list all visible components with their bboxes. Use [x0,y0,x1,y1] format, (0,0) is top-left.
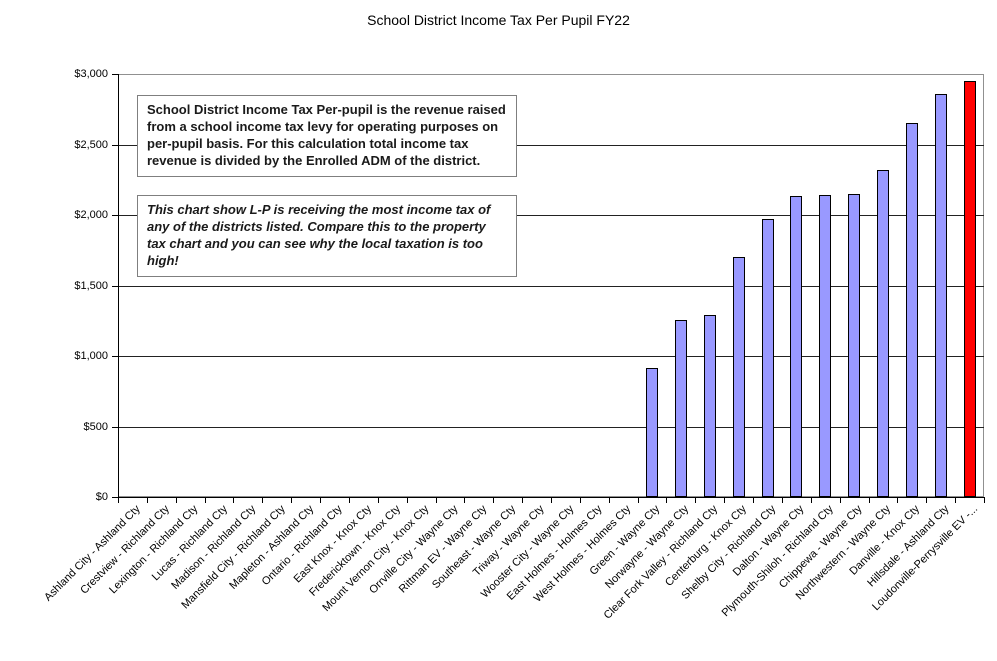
gridline [118,144,984,146]
y-tick [112,356,118,357]
x-tick [464,497,466,503]
y-axis-label: $500 [83,420,108,433]
y-tick [112,215,118,216]
x-tick [435,497,437,503]
annotation-box-definition: School District Income Tax Per-pupil is … [137,95,517,177]
x-tick [348,497,350,503]
x-tick [666,497,668,503]
x-tick [724,497,726,503]
y-axis-label: $3,000 [74,68,108,80]
bar [819,195,832,497]
x-tick [118,497,119,503]
x-tick [291,497,293,503]
annotation-box-commentary: This chart show L-P is receiving the mos… [137,195,517,277]
bar [732,257,745,497]
x-tick [926,497,928,503]
x-tick [406,497,408,503]
bar [934,94,947,497]
x-tick [146,497,148,503]
x-tick [233,497,235,503]
gridline [118,426,984,428]
bar [876,169,889,497]
x-tick [522,497,524,503]
x-tick [984,497,985,503]
bar [848,193,861,497]
y-axis-label: $0 [95,491,108,503]
x-tick [377,497,379,503]
x-tick [955,497,957,503]
x-tick [781,497,783,503]
y-tick [112,426,118,428]
x-tick [608,497,610,503]
x-tick [839,497,841,503]
x-tick [637,497,639,503]
x-tick [320,497,322,503]
bar [761,219,774,497]
y-axis-label: $1,500 [74,279,108,292]
x-tick [695,497,697,503]
bar [703,315,716,497]
chart-title: School District Income Tax Per Pupil FY2… [367,12,630,28]
gridline [118,285,984,287]
y-tick [112,497,118,498]
x-tick [579,497,581,503]
gridline [118,215,984,216]
x-tick [753,497,755,503]
y-tick [112,144,118,146]
bar [646,367,659,497]
x-tick [810,497,812,503]
y-axis-line [118,74,119,498]
x-tick [204,497,206,503]
y-axis-label: $2,000 [74,209,108,221]
bar [674,320,687,497]
y-axis-label: $2,500 [74,138,108,151]
x-tick [551,497,552,503]
x-tick [262,497,264,503]
x-tick [897,497,899,503]
y-axis-label: $1,000 [74,350,108,362]
x-tick [493,497,495,503]
y-tick [112,285,118,287]
y-tick [112,74,118,75]
highlight-bar [963,81,976,497]
bar [905,123,918,497]
bar [790,195,803,497]
x-tick [175,497,177,503]
gridline [118,356,984,357]
x-tick [868,497,870,503]
